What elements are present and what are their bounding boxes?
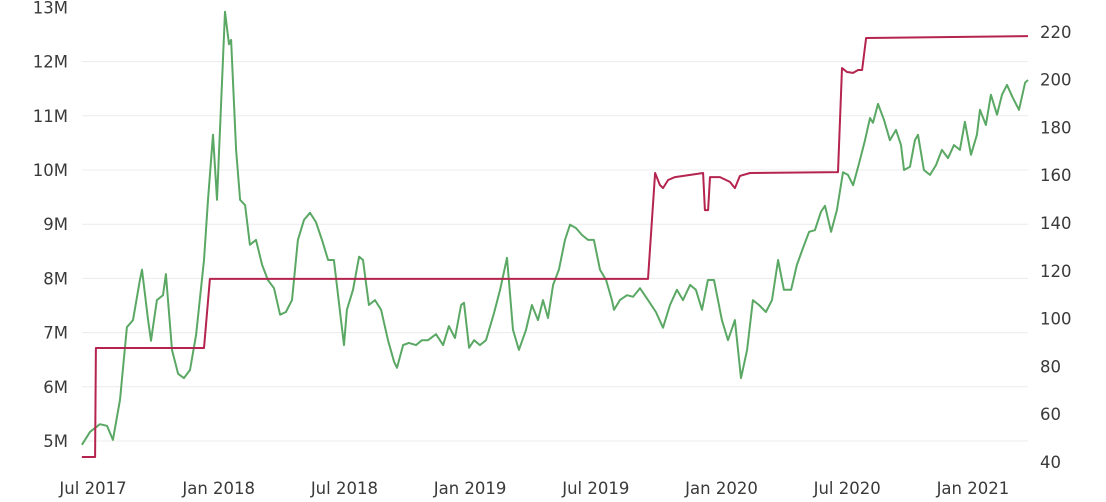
x-axis: Jul 2017 Jan 2018 Jul 2018 Jan 2019 Jul 2019… — [58, 479, 1009, 498]
right-y-tick-label: 160 — [1040, 166, 1072, 185]
left-y-tick-label: 11M — [33, 107, 68, 126]
x-tick-label: Jan 2018 — [181, 479, 255, 498]
right-y-axis: 40 60 80 100 120 140 160 180 200 220 — [1040, 23, 1072, 472]
right-y-tick-label: 220 — [1040, 23, 1072, 42]
x-tick-label: Jan 2020 — [684, 479, 758, 498]
x-tick-label: Jan 2021 — [936, 479, 1010, 498]
left-y-tick-label: 7M — [43, 324, 68, 343]
right-y-tick-label: 120 — [1040, 262, 1072, 281]
right-y-tick-label: 60 — [1040, 405, 1061, 424]
x-tick-label: Jul 2018 — [310, 479, 378, 498]
right-y-tick-label: 180 — [1040, 118, 1072, 137]
left-y-tick-label: 13M — [33, 0, 68, 17]
left-y-tick-label: 5M — [43, 432, 68, 451]
right-y-tick-label: 140 — [1040, 214, 1072, 233]
left-y-tick-label: 9M — [43, 215, 68, 234]
red-series-line — [81, 35, 1029, 458]
right-y-tick-label: 100 — [1040, 310, 1072, 329]
right-y-tick-label: 200 — [1040, 71, 1072, 90]
left-y-tick-label: 12M — [33, 53, 68, 72]
left-y-axis: 5M 6M 7M 8M 9M 10M 11M 12M 13M — [33, 0, 68, 451]
gridlines — [82, 61, 1028, 442]
right-y-tick-label: 80 — [1040, 357, 1061, 376]
left-y-tick-label: 8M — [43, 269, 68, 288]
left-y-tick-label: 10M — [33, 161, 68, 180]
series-lines — [81, 10, 1029, 458]
green-series-line — [81, 10, 1029, 446]
x-tick-label: Jan 2019 — [433, 479, 507, 498]
x-tick-label: Jul 2019 — [561, 479, 629, 498]
right-y-tick-label: 40 — [1040, 453, 1061, 472]
x-tick-label: Jul 2020 — [813, 479, 881, 498]
x-tick-label: Jul 2017 — [58, 479, 126, 498]
left-y-tick-label: 6M — [43, 378, 68, 397]
